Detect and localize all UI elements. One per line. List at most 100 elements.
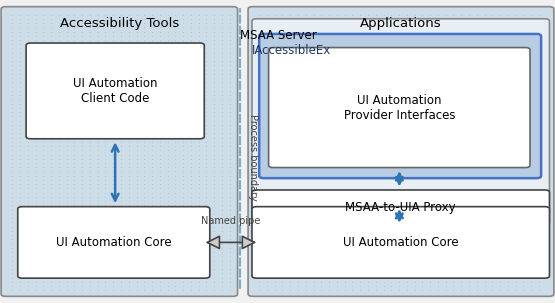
Point [286, 245, 295, 250]
Point [263, 33, 271, 38]
Point [210, 186, 219, 191]
Point [496, 245, 504, 250]
Point [109, 46, 118, 51]
Point [418, 245, 427, 250]
Point [371, 127, 380, 132]
Point [457, 207, 466, 212]
Point [179, 29, 188, 34]
Point [255, 84, 264, 89]
Point [163, 25, 172, 30]
Point [294, 262, 302, 267]
Point [278, 84, 287, 89]
Point [426, 220, 435, 225]
Point [527, 21, 536, 25]
Point [449, 16, 458, 21]
Point [527, 284, 536, 288]
Point [496, 131, 504, 136]
Point [340, 59, 349, 64]
Point [155, 97, 164, 102]
Point [218, 97, 226, 102]
Point [294, 135, 302, 140]
Point [294, 199, 302, 204]
Point [163, 245, 172, 250]
Point [503, 42, 512, 47]
Point [263, 211, 271, 216]
Point [278, 21, 287, 25]
Point [379, 21, 388, 25]
Point [16, 122, 24, 127]
Point [62, 173, 71, 178]
Point [194, 288, 203, 293]
Point [317, 38, 326, 42]
Point [186, 211, 195, 216]
Point [109, 38, 118, 42]
Point [527, 279, 536, 284]
Point [278, 288, 287, 293]
Point [472, 241, 481, 246]
Point [54, 110, 63, 115]
Point [148, 122, 157, 127]
Point [202, 211, 211, 216]
Point [117, 105, 125, 110]
Point [325, 67, 334, 72]
Point [309, 156, 318, 161]
Point [496, 46, 504, 51]
Point [534, 195, 543, 199]
Point [124, 233, 133, 238]
Point [62, 161, 71, 165]
Point [186, 173, 195, 178]
Point [387, 12, 396, 17]
Point [480, 38, 489, 42]
Point [8, 80, 17, 85]
Point [31, 59, 40, 64]
Point [218, 80, 226, 85]
Point [39, 63, 48, 68]
Point [332, 267, 341, 271]
Point [47, 148, 56, 153]
Point [534, 93, 543, 98]
Point [124, 12, 133, 17]
Point [39, 16, 48, 21]
Point [472, 182, 481, 187]
Point [179, 267, 188, 271]
Point [47, 127, 56, 132]
Point [278, 139, 287, 144]
Point [387, 67, 396, 72]
Point [519, 203, 528, 208]
Point [433, 144, 442, 148]
Point [270, 21, 279, 25]
Point [294, 186, 302, 191]
Point [109, 228, 118, 233]
Point [371, 29, 380, 34]
Point [356, 139, 365, 144]
Point [371, 195, 380, 199]
Point [39, 233, 48, 238]
Point [124, 42, 133, 47]
Point [387, 224, 396, 229]
Point [186, 12, 195, 17]
Point [332, 135, 341, 140]
Point [186, 127, 195, 132]
Point [395, 211, 403, 216]
Point [210, 216, 219, 221]
Point [70, 110, 79, 115]
Point [155, 161, 164, 165]
Point [179, 275, 188, 280]
Point [16, 258, 24, 263]
Point [93, 93, 102, 98]
Point [340, 122, 349, 127]
Point [503, 216, 512, 221]
Point [186, 118, 195, 123]
Point [140, 131, 149, 136]
Point [78, 169, 87, 174]
Point [488, 275, 497, 280]
Point [171, 29, 180, 34]
Point [348, 127, 357, 132]
Point [78, 67, 87, 72]
Point [202, 152, 211, 157]
Point [348, 55, 357, 59]
Point [163, 29, 172, 34]
Point [23, 114, 32, 119]
Point [488, 16, 497, 21]
Point [480, 254, 489, 259]
